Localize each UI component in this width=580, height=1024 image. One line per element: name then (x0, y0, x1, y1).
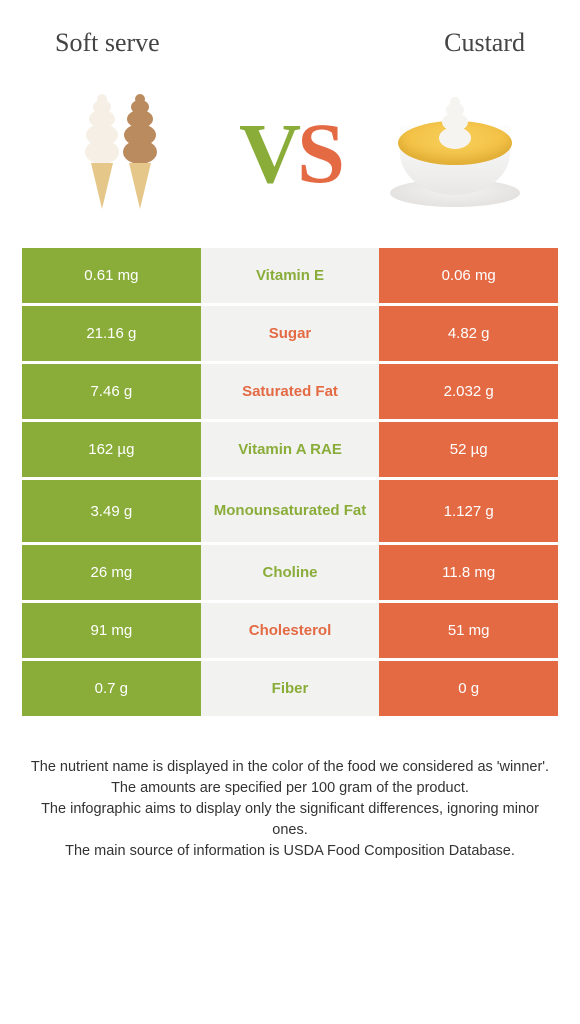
soft-serve-image (60, 88, 190, 218)
left-value: 3.49 g (22, 480, 201, 542)
right-value: 4.82 g (379, 306, 558, 361)
right-value: 0.06 mg (379, 248, 558, 303)
vs-letter-s: S (297, 105, 341, 201)
footer-line: The amounts are specified per 100 gram o… (28, 778, 552, 799)
right-value: 0 g (379, 661, 558, 716)
nutrient-label: Cholesterol (201, 603, 380, 658)
table-row: 3.49 gMonounsaturated Fat1.127 g (22, 480, 558, 542)
footer-notes: The nutrient name is displayed in the co… (0, 719, 580, 862)
left-value: 162 µg (22, 422, 201, 477)
footer-line: The main source of information is USDA F… (28, 841, 552, 862)
footer-line: The infographic aims to display only the… (28, 799, 552, 841)
header: Soft serve Custard (0, 0, 580, 68)
right-value: 51 mg (379, 603, 558, 658)
table-row: 26 mgCholine11.8 mg (22, 545, 558, 600)
nutrient-label: Vitamin E (201, 248, 380, 303)
left-value: 26 mg (22, 545, 201, 600)
left-value: 21.16 g (22, 306, 201, 361)
table-row: 0.7 gFiber0 g (22, 661, 558, 716)
table-row: 7.46 gSaturated Fat2.032 g (22, 364, 558, 419)
right-value: 2.032 g (379, 364, 558, 419)
right-food-title: Custard (444, 28, 525, 58)
left-value: 7.46 g (22, 364, 201, 419)
right-value: 52 µg (379, 422, 558, 477)
footer-line: The nutrient name is displayed in the co… (28, 757, 552, 778)
nutrient-label: Saturated Fat (201, 364, 380, 419)
table-row: 0.61 mgVitamin E0.06 mg (22, 248, 558, 303)
nutrient-label: Vitamin A RAE (201, 422, 380, 477)
left-value: 0.61 mg (22, 248, 201, 303)
images-row: VS (0, 68, 580, 248)
comparison-table: 0.61 mgVitamin E0.06 mg21.16 gSugar4.82 … (0, 248, 580, 716)
vs-letter-v: V (239, 105, 297, 201)
right-value: 1.127 g (379, 480, 558, 542)
nutrient-label: Monounsaturated Fat (201, 480, 380, 542)
left-food-title: Soft serve (55, 28, 160, 58)
table-row: 162 µgVitamin A RAE52 µg (22, 422, 558, 477)
left-value: 91 mg (22, 603, 201, 658)
left-value: 0.7 g (22, 661, 201, 716)
custard-image (390, 88, 520, 218)
nutrient-label: Sugar (201, 306, 380, 361)
table-row: 21.16 gSugar4.82 g (22, 306, 558, 361)
right-value: 11.8 mg (379, 545, 558, 600)
vs-label: VS (239, 103, 341, 203)
table-row: 91 mgCholesterol51 mg (22, 603, 558, 658)
nutrient-label: Choline (201, 545, 380, 600)
nutrient-label: Fiber (201, 661, 380, 716)
